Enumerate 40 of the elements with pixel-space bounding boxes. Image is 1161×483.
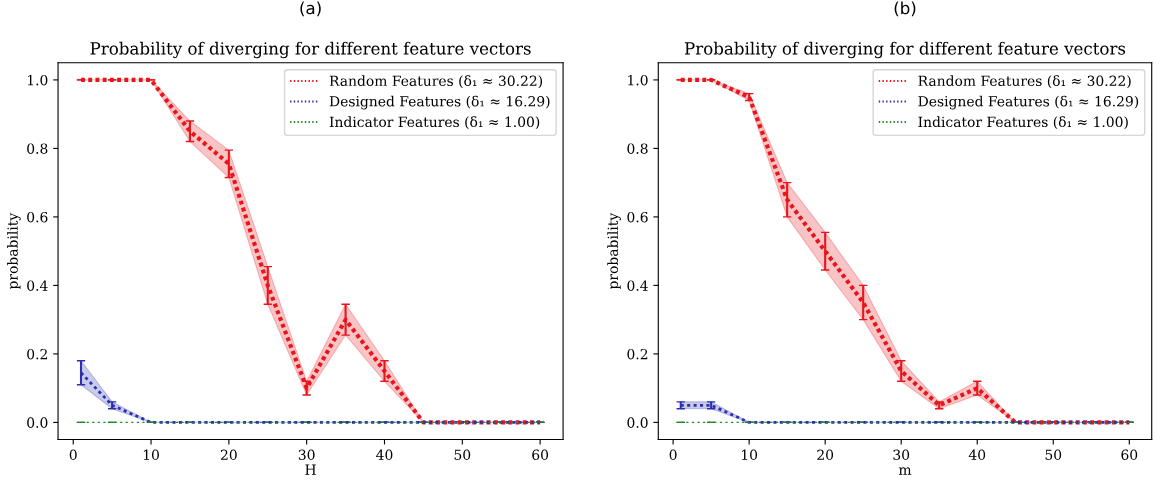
y-tick-label: 0.2 [27,348,47,360]
x-axis-title: m [898,467,912,475]
x-tick-label: 60 [532,449,549,460]
x-tick-label: 20 [220,449,237,460]
y-tick-label: 0.0 [627,417,648,428]
x-tick-label: 30 [893,449,910,460]
chart-title: Probability of diverging for different feature vectors [684,41,1126,59]
x-tick-label: 0 [669,449,677,460]
legend-label: Designed Features (δ₁ ≈ 16.29) [329,95,550,110]
y-tick-label: 1.0 [27,74,48,86]
legend-label: Designed Features (δ₁ ≈ 16.29) [918,95,1139,110]
text: (a) [300,1,321,17]
y-tick-label: 0.8 [627,143,648,154]
y-tick-label: 0.0 [27,417,48,428]
legend-label: Indicator Features (δ₁ ≈ 1.00) [329,116,540,130]
y-tick-label: 1.0 [628,74,648,86]
x-tick-label: 10 [143,449,159,460]
y-tick-label: 0.6 [627,211,648,223]
legend-label: Random Features (δ₁ ≈ 30.22) [918,75,1131,89]
x-tick-label: 30 [298,449,315,460]
x-tick-label: 60 [1121,449,1138,460]
y-axis-title: probability [7,212,21,290]
x-tick-label: 40 [376,449,393,460]
x-axis-title: H [305,464,316,475]
x-tick-label: 10 [742,449,758,460]
y-tick-label: 0.6 [27,211,48,223]
x-tick-label: 50 [454,449,471,460]
y-tick-label: 0.2 [627,348,648,360]
x-tick-label: 40 [968,449,986,460]
x-tick-label: 20 [817,449,834,460]
y-axis-title: probability [607,212,621,290]
y-tick-label: 0.8 [27,143,48,154]
chart-title: Probability of diverging for different feature vectors [90,41,531,59]
y-tick-label: 0.4 [27,280,48,291]
legend-label: Indicator Features (δ₁ ≈ 1.00) [918,116,1128,130]
y-tick-label: 0.4 [627,280,648,291]
legend-label: Random Features (δ₁ ≈ 30.22) [329,75,543,89]
x-tick-label: 50 [1045,449,1062,460]
x-tick-label: 0 [69,449,77,460]
text: (b) [894,1,916,17]
